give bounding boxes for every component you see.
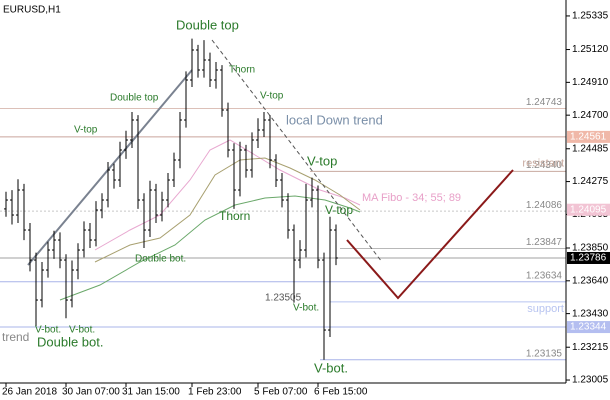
chart-title: EURUSD,H1: [3, 5, 61, 16]
y-tick-label: 1.25335: [572, 11, 609, 22]
annotation: Thorn: [219, 209, 250, 223]
trend-line: [27, 69, 193, 266]
y-tick-label: 1.23215: [572, 342, 609, 353]
projection: [346, 169, 514, 300]
x-tick-label: 5 Feb 07:00: [254, 387, 308, 398]
price-tag: [567, 130, 610, 143]
y-tick-label: 1.23005: [572, 375, 609, 386]
annotation: Double top: [110, 93, 159, 104]
ma-pink: [94, 139, 361, 251]
y-tick-label: 1.25120: [572, 44, 609, 55]
annotation: Thorn: [229, 65, 255, 76]
x-tick-label: 6 Feb 15:00: [314, 387, 368, 398]
level-label: 1.24086: [526, 200, 563, 211]
y-tick-label: 1.24485: [572, 143, 609, 154]
x-tick-label: 26 Jan 2018: [2, 387, 57, 398]
annotation: MA Fibo - 34; 55; 89: [362, 192, 461, 204]
level-label: 1.24340: [526, 160, 563, 171]
level-label: 1.23135: [526, 348, 563, 359]
annotation: V-bot.: [69, 325, 95, 336]
level-name: support: [527, 303, 564, 315]
annotation: V-top: [325, 203, 353, 217]
y-tick-label: 1.23430: [572, 308, 609, 319]
level-label: 1.23634: [526, 270, 563, 281]
annotation: local Down trend: [286, 112, 383, 127]
annotation: V-top: [307, 153, 337, 168]
annotation: V-bot.: [35, 325, 61, 336]
annotation: 1.23505: [265, 293, 302, 304]
price-tag-label: 1.24561: [570, 132, 607, 143]
x-tick-label: 30 Jan 07:00: [62, 387, 120, 398]
price-tag-label: 1.23786: [570, 253, 607, 264]
annotation: V-top: [260, 91, 284, 102]
price-tag-label: 1.23344: [570, 322, 607, 333]
annotation: V-bot.: [314, 360, 348, 375]
level-label: 1.23847: [526, 237, 563, 248]
ma-green: [59, 195, 361, 301]
levels-layer: [0, 107, 566, 361]
y-tick-label: 1.23850: [572, 243, 609, 254]
price-tag: [567, 251, 610, 264]
y-tick-label: 1.24275: [572, 176, 609, 187]
x-tick-label: 1 Feb 23:00: [188, 387, 242, 398]
annotation: trend: [2, 330, 29, 344]
price-tag-label: 1.24095: [570, 204, 607, 215]
annotation: Double bot.: [135, 254, 186, 265]
annotation: Double top: [176, 17, 239, 32]
y-tick-label: 1.24910: [572, 77, 609, 88]
down-trend-line: [211, 39, 383, 263]
annotation: Double bot.: [37, 334, 104, 349]
price-tag: [567, 321, 610, 334]
level-name: resistant: [522, 157, 564, 169]
annotation: V-bot.: [293, 303, 319, 314]
price-tag: [567, 203, 610, 216]
level-label: 1.24743: [526, 97, 563, 108]
y-tick-label: 1.24700: [572, 110, 609, 121]
y-tick-label: 1.23640: [572, 275, 609, 286]
annotation: V-top: [74, 125, 98, 136]
x-tick-label: 31 Jan 15:00: [122, 387, 180, 398]
